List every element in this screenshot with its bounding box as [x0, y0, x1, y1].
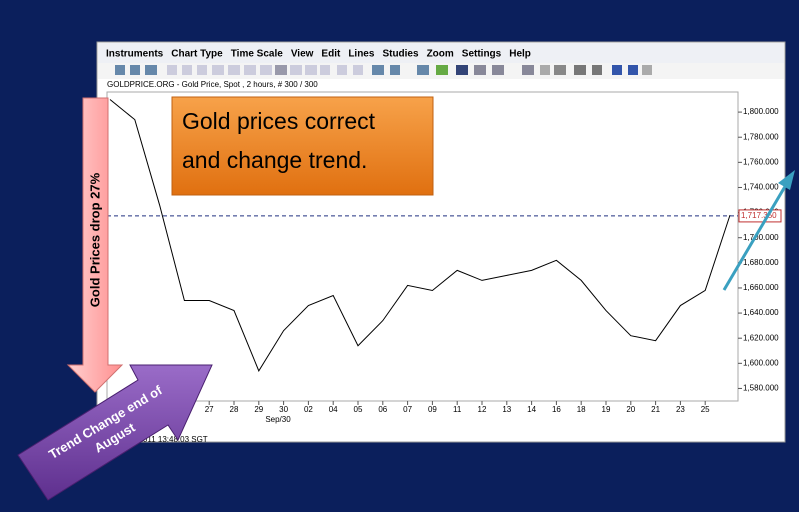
menu-item: Studies: [382, 49, 419, 60]
x-tick-label: 27: [205, 405, 214, 414]
menu-item: Chart Type: [171, 49, 223, 60]
timestamp: ct 2011 13:48:03 SGT: [130, 435, 208, 444]
menu-item: Instruments: [106, 49, 164, 60]
x-tick-label: 18: [577, 405, 586, 414]
x-tick-label: 29: [254, 405, 263, 414]
y-tick-label: 1,600.000: [743, 358, 779, 367]
x-tick-label: 28: [230, 405, 239, 414]
trend-arrow-head: [778, 170, 795, 190]
x-tick-label: 30: [279, 405, 288, 414]
menu-item: Time Scale: [231, 49, 284, 60]
callout-text: and change trend.: [182, 147, 367, 173]
y-tick-label: 1,800.000: [743, 107, 779, 116]
x-sublabel: Sep/30: [265, 415, 291, 424]
x-tick-label: 13: [502, 405, 511, 414]
menu-item: Zoom: [427, 49, 454, 60]
x-tick-label: 02: [304, 405, 313, 414]
x-tick-label: 25: [701, 405, 710, 414]
y-tick-label: 1,680.000: [743, 258, 779, 267]
x-tick-label: 06: [378, 405, 387, 414]
callout-text: Gold prices correct: [182, 108, 376, 134]
x-tick-label: 16: [552, 405, 561, 414]
menu-bar: [98, 43, 784, 63]
x-tick-label: 12: [478, 405, 487, 414]
callout-box: [171, 96, 434, 196]
menu-item: Settings: [462, 49, 502, 60]
x-tick-label: 19: [602, 405, 611, 414]
trend-arrow-up: [722, 177, 792, 291]
current-price-label: 1,717.350: [741, 211, 777, 220]
price-line: [109, 99, 731, 372]
toolbar-icons: [115, 65, 652, 75]
x-tick-label: 23: [676, 405, 685, 414]
x-tick-label: 09: [428, 405, 437, 414]
y-tick-label: 1,580.000: [743, 384, 779, 393]
trend-arrow: [17, 364, 213, 501]
menu-item: Edit: [321, 49, 341, 60]
x-tick-label: 21: [651, 405, 660, 414]
menu-item: View: [291, 49, 314, 60]
x-tick-label: 07: [403, 405, 412, 414]
y-tick-label: 1,700.000: [743, 233, 779, 242]
x-tick-label: 04: [329, 405, 338, 414]
x-tick-label: 05: [354, 405, 363, 414]
y-tick-label: 1,620.000: [743, 333, 779, 342]
x-tick-label: 20: [626, 405, 635, 414]
y-tick-label: 1,740.000: [743, 183, 779, 192]
y-tick-label: 1,660.000: [743, 283, 779, 292]
x-tick-label: 14: [527, 405, 536, 414]
menu-item: Lines: [348, 49, 375, 60]
menu: Instruments Chart Type Time Scale View Edit L…: [106, 49, 531, 60]
x-tick-label: 11: [453, 405, 462, 414]
y-tick-label: 1,640.000: [743, 308, 779, 317]
y-tick-label: 1,780.000: [743, 132, 779, 141]
drop-arrow: [66, 97, 124, 393]
drop-text: Gold Prices drop 27%: [87, 172, 102, 307]
menu-item: Help: [509, 49, 531, 60]
y-tick-label: 1,760.000: [743, 157, 779, 166]
chart-subtitle: GOLDPRICE.ORG - Gold Price, Spot , 2 hou…: [107, 80, 318, 89]
